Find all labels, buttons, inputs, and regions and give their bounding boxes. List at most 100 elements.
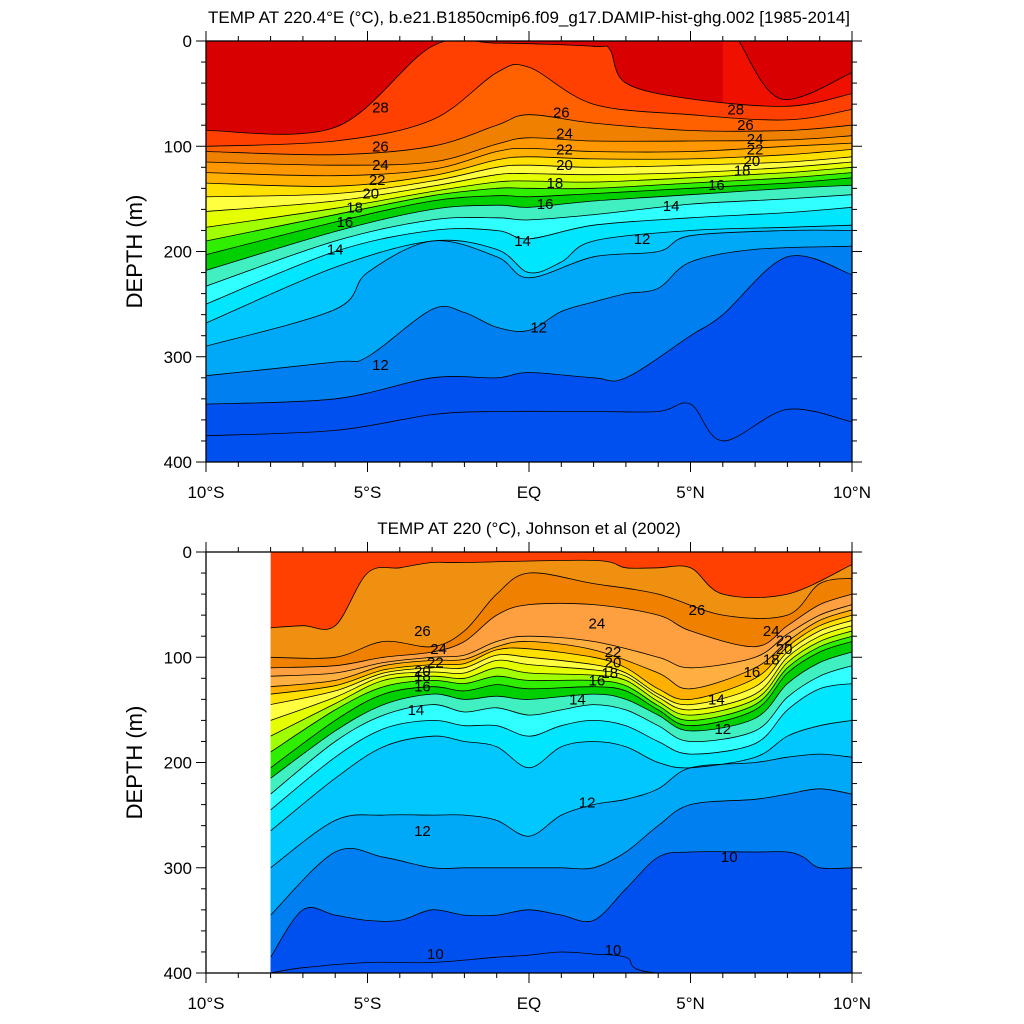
contour-label: 22 — [747, 141, 764, 158]
contour-label: 26 — [553, 105, 570, 122]
contour-label: 26 — [737, 117, 754, 134]
isotherm-18 — [270, 635, 853, 753]
contour-label: 16 — [588, 672, 605, 689]
x-tick-label: EQ — [517, 994, 542, 1013]
x-tick-label: 5°S — [354, 483, 382, 502]
isotherm-28 — [206, 41, 852, 135]
contour-label: 20 — [362, 186, 379, 203]
contour-label: 18 — [734, 162, 751, 179]
isotherm-26 — [206, 114, 852, 156]
contour-label: 24 — [556, 126, 573, 143]
isotherm-10 — [206, 402, 852, 442]
isotherm-23 — [270, 609, 853, 690]
isotherm-13 — [206, 229, 852, 347]
contour-label: 26 — [414, 623, 431, 640]
y-axis-label: DEPTH (m) — [122, 706, 147, 820]
x-tick-label: 10°S — [187, 994, 224, 1013]
isotherm-19 — [206, 172, 852, 242]
contour-label: 12 — [372, 357, 389, 374]
isotherm-15 — [206, 206, 852, 305]
chart-title: TEMP AT 220.4°E (°C), b.e21.B1850cmip6.f… — [208, 8, 850, 27]
contour-label: 22 — [369, 172, 386, 189]
x-tick-label: 10°N — [833, 994, 871, 1013]
contour-label: 14 — [408, 702, 425, 719]
y-tick-label: 0 — [183, 543, 192, 562]
chart-panel-1: 2826242220181614122624222018161412282624… — [122, 8, 871, 502]
contour-label: 26 — [689, 602, 706, 619]
isotherm-12 — [206, 245, 852, 377]
contour-label: 20 — [776, 641, 793, 658]
isotherm-15 — [270, 665, 853, 795]
isotherm-25 — [270, 593, 853, 669]
contour-label: 12 — [714, 721, 731, 738]
contour-label: 26 — [372, 138, 389, 155]
isotherm-10 — [270, 851, 853, 958]
contour-label: 18 — [601, 665, 618, 682]
isotherm-22 — [206, 156, 852, 198]
contour-label: 16 — [537, 196, 554, 213]
y-tick-label: 100 — [164, 137, 192, 156]
contour-label: 24 — [588, 616, 605, 633]
isotherm-13 — [270, 720, 853, 832]
isotherm-19 — [270, 630, 853, 737]
contour-label: 16 — [744, 664, 761, 681]
contour-label: 14 — [663, 198, 680, 215]
isotherm-17 — [206, 184, 852, 271]
x-tick-label: 10°N — [833, 483, 871, 502]
y-tick-label: 0 — [183, 32, 192, 51]
isotherm-27 — [270, 559, 853, 630]
contour-label: 16 — [337, 214, 354, 231]
contour-label: 28 — [372, 99, 389, 116]
contour-plot-area: 2826242220181614122624222018161412282624… — [206, 41, 852, 462]
contour-label: 24 — [372, 157, 389, 174]
isotherm-24 — [206, 142, 852, 177]
isotherm-26 — [270, 572, 853, 659]
x-tick-label: EQ — [517, 483, 542, 502]
contour-label: 10 — [427, 946, 444, 963]
contour-label: 14 — [514, 233, 531, 250]
isotherm-25 — [206, 135, 852, 166]
isotherm-14 — [206, 224, 852, 324]
contour-label: 12 — [579, 794, 596, 811]
temp-band-below-10 — [206, 402, 852, 462]
isotherm-22 — [270, 614, 853, 701]
isotherm-29 — [738, 41, 852, 100]
contour-label: 18 — [346, 199, 363, 216]
contour-label: 16 — [414, 679, 431, 696]
contour-label: 10 — [721, 849, 738, 866]
isotherm-27 — [206, 63, 852, 147]
y-tick-label: 300 — [164, 348, 192, 367]
x-tick-label: 10°S — [187, 483, 224, 502]
contour-label: 14 — [327, 241, 344, 258]
contour-label: 18 — [546, 175, 563, 192]
temp-band-below-10 — [270, 851, 853, 973]
isotherm-21 — [270, 620, 853, 706]
contour-label: 18 — [414, 668, 431, 685]
contour-label: 22 — [556, 141, 573, 158]
contour-label: 24 — [747, 131, 764, 148]
y-tick-label: 200 — [164, 243, 192, 262]
temp-band-below-9 — [270, 951, 853, 973]
contour-label: 22 — [427, 655, 444, 672]
isotherm-9 — [270, 951, 852, 973]
isotherm-11 — [206, 255, 852, 405]
isotherm-20 — [270, 625, 853, 721]
y-tick-label: 300 — [164, 859, 192, 878]
isotherm-16 — [270, 651, 853, 779]
y-tick-label: 200 — [164, 754, 192, 773]
isotherm-16 — [206, 194, 852, 287]
isotherm-14 — [270, 683, 853, 811]
isotherm-23 — [206, 149, 852, 187]
isotherm-12 — [270, 753, 853, 869]
isotherm-17 — [270, 641, 853, 769]
contour-label: 20 — [605, 655, 622, 672]
contour-label: 24 — [763, 623, 780, 640]
y-tick-label: 400 — [164, 453, 192, 472]
contour-label: 22 — [776, 632, 793, 649]
y-tick-label: 400 — [164, 964, 192, 983]
isotherm-20 — [206, 166, 852, 228]
contour-label: 20 — [744, 153, 761, 170]
contour-label: 12 — [530, 319, 547, 336]
contour-label: 28 — [727, 101, 744, 118]
